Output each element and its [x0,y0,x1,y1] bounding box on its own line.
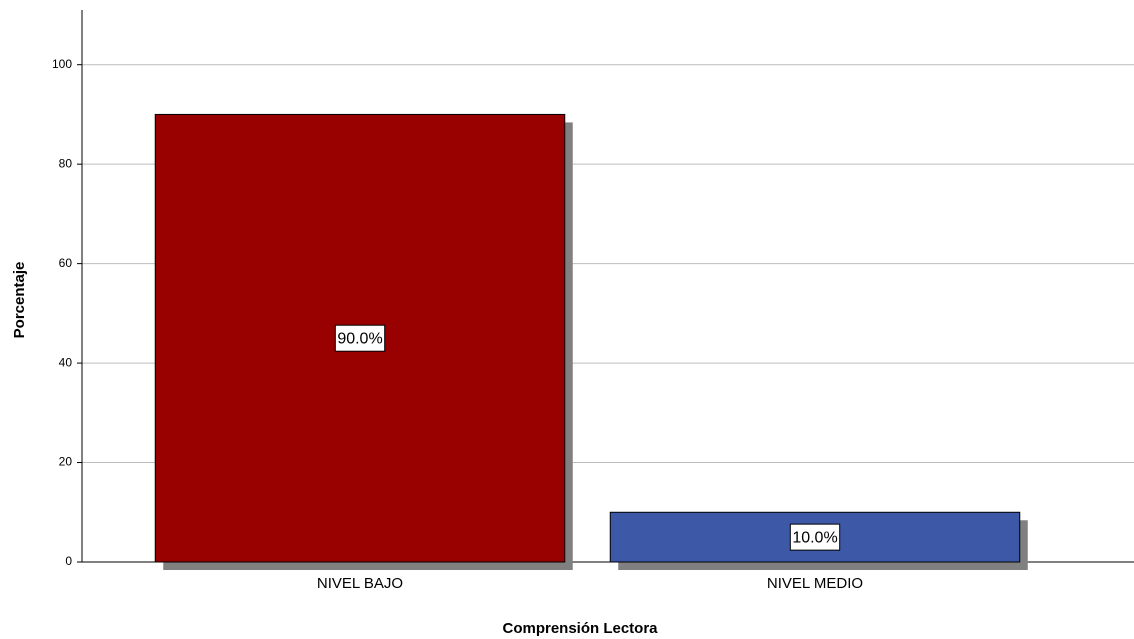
y-axis-title: Porcentaje [11,262,28,339]
x-tick-label: NIVEL MEDIO [767,575,863,592]
y-tick-label: 80 [59,156,73,170]
y-tick-label: 0 [65,554,72,568]
y-tick-label: 40 [59,355,73,369]
value-label-box [789,523,841,551]
y-tick-label: 100 [52,57,72,71]
value-label-box [334,324,386,352]
x-tick-label: NIVEL BAJO [317,575,403,592]
x-axis-title: Comprensión Lectora [502,620,658,637]
value-label: 10.0% [792,529,837,546]
y-tick-label: 60 [59,256,73,270]
value-label: 90.0% [337,330,382,347]
y-tick-label: 20 [59,455,73,469]
